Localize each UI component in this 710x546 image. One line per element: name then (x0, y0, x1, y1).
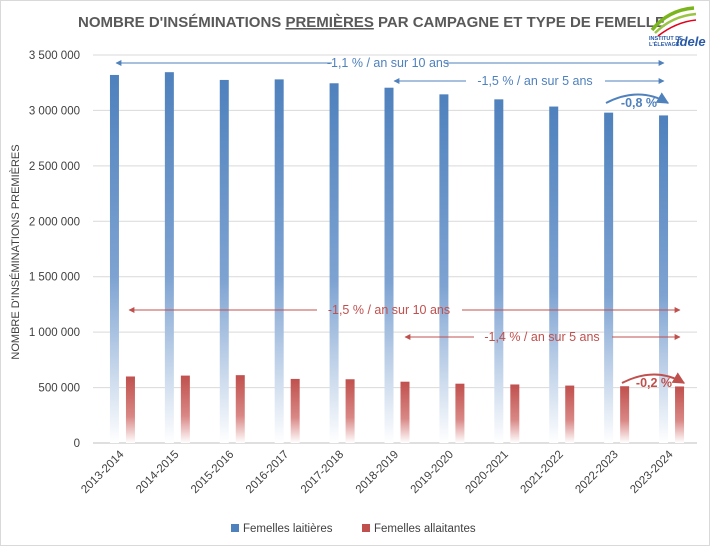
bar-femelles-allaitantes (510, 384, 520, 443)
y-tick-label: 2 000 000 (29, 216, 80, 228)
bar-femelles-laitieres (439, 94, 449, 444)
blue-yoy-arrow (605, 92, 670, 104)
gridlines (93, 54, 697, 444)
y-tick-label: 500 000 (38, 383, 80, 395)
bar-femelles-allaitantes (290, 378, 300, 443)
blue-10yr-label: -1,1 % / an sur 10 ans (327, 56, 449, 70)
legend-label-allaitantes: Femelles allaitantes (374, 523, 476, 535)
blue-yoy-label: -0,8 % (621, 96, 657, 110)
legend: Femelles laitières Femelles allaitantes (231, 523, 476, 535)
bar-femelles-laitieres (329, 83, 339, 444)
legend-swatch-allaitantes (362, 524, 370, 532)
y-tick-label: 2 500 000 (29, 161, 80, 173)
bar-femelles-laitieres (659, 115, 669, 443)
bar-femelles-laitieres (219, 79, 229, 443)
y-tick-label: 3 000 000 (29, 105, 80, 117)
bar-femelles-laitieres (604, 112, 614, 443)
svg-text:L'ÉLEVAGE: L'ÉLEVAGE (649, 40, 680, 48)
y-tick-label: 3 500 000 (29, 50, 80, 62)
y-tick-label: 1 500 000 (29, 272, 80, 284)
bar-femelles-allaitantes (455, 383, 465, 443)
red-5yr-label: -1,4 % / an sur 5 ans (484, 330, 599, 344)
bar-femelles-allaitantes (620, 386, 630, 443)
bar-femelles-allaitantes (180, 375, 190, 443)
bar-femelles-laitieres (384, 87, 394, 444)
red-yoy-arrow (621, 372, 686, 384)
bar-femelles-laitieres (109, 74, 119, 443)
bar-femelles-laitieres (164, 72, 174, 443)
bars (109, 72, 685, 444)
y-tick-label: 1 000 000 (29, 327, 80, 339)
red-10yr-label: -1,5 % / an sur 10 ans (328, 303, 450, 317)
bar-femelles-laitieres (549, 106, 559, 443)
svg-text:INSTITUT DE: INSTITUT DE (649, 36, 683, 42)
svg-text:idele: idele (676, 34, 706, 49)
bar-femelles-allaitantes (400, 381, 410, 443)
idele-logo: INSTITUT DE L'ÉLEVAGE idele (649, 6, 706, 49)
y-tick-labels: 0 500 000 1 000 000 1 500 000 2 000 000 2 500… (29, 50, 80, 450)
legend-label-laitieres: Femelles laitières (243, 523, 333, 535)
bar-femelles-allaitantes (565, 385, 575, 443)
bar-femelles-allaitantes (675, 386, 685, 443)
annotations: -1,1 % / an sur 10 ans -1,5 % / an sur 5… (115, 56, 686, 390)
bar-femelles-allaitantes (345, 379, 355, 443)
bar-femelles-laitieres (274, 79, 284, 443)
bar-femelles-allaitantes (125, 376, 135, 443)
bar-femelles-laitieres (494, 99, 504, 443)
y-axis-label: NOMBRE D'INSÉMINATIONS PREMIÈRES (9, 144, 22, 359)
legend-swatch-laitieres (231, 524, 239, 532)
blue-5yr-label: -1,5 % / an sur 5 ans (477, 74, 592, 88)
bar-femelles-allaitantes (235, 375, 245, 443)
chart-title: NOMBRE D'INSÉMINATIONS PREMIÈRES PAR CAM… (78, 14, 665, 31)
red-yoy-label: -0,2 % (636, 376, 672, 390)
y-tick-label: 0 (74, 438, 80, 450)
